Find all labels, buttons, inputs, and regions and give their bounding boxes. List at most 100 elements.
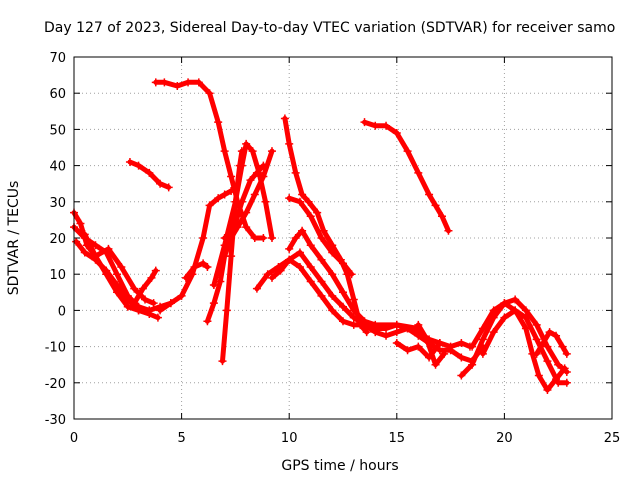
data-point-marker (545, 328, 554, 337)
data-point-marker (511, 306, 520, 315)
data-point-marker (304, 197, 313, 206)
data-point-marker (431, 201, 440, 210)
data-point-marker (280, 114, 289, 123)
data-point-marker (521, 306, 530, 315)
data-point-marker (134, 161, 143, 170)
data-point-marker (76, 219, 85, 228)
chart-title: Day 127 of 2023, Sidereal Day-to-day VTE… (44, 20, 615, 36)
data-point-marker (267, 234, 276, 242)
data-point-marker (80, 230, 89, 239)
data-point-marker (91, 252, 100, 261)
data-point-marker (457, 353, 466, 362)
data-point-marker (141, 295, 150, 304)
data-point-marker (543, 357, 552, 366)
data-point-marker (446, 342, 455, 351)
data-point-marker (500, 313, 509, 322)
data-point-marker (306, 277, 315, 286)
data-point-marker (414, 320, 423, 329)
data-point-marker (209, 281, 218, 290)
data-point-marker (220, 234, 229, 242)
data-point-marker (199, 234, 208, 242)
data-point-marker (313, 208, 322, 217)
data-point-marker (339, 317, 347, 326)
data-point-marker (478, 335, 487, 344)
series-arc-21 (415, 322, 447, 368)
data-point-marker (130, 299, 139, 308)
data-point-marker (205, 201, 214, 210)
data-point-marker (437, 212, 446, 221)
data-point-marker (457, 371, 466, 380)
data-point-marker (222, 306, 231, 315)
data-point-marker (543, 386, 552, 395)
data-point-marker (242, 139, 251, 148)
data-point-marker (248, 147, 257, 156)
data-point-marker (457, 338, 466, 347)
data-point-marker (414, 168, 423, 177)
data-point-marker (229, 226, 238, 235)
data-point-marker (285, 139, 294, 148)
y-tick-label: 10 (49, 268, 66, 283)
data-point-marker (276, 266, 285, 275)
data-point-marker (295, 262, 304, 271)
data-point-marker (558, 342, 567, 351)
data-point-marker (444, 226, 453, 235)
y-tick-label: 30 (49, 196, 66, 211)
data-point-marker (285, 194, 294, 203)
data-point-marker (532, 335, 541, 344)
data-point-marker (218, 357, 227, 366)
y-tick-label: 70 (49, 51, 66, 66)
data-point-marker (267, 147, 276, 156)
data-point-marker (319, 226, 328, 235)
y-axis-label: SDTVAR / TECUs (6, 181, 22, 296)
data-point-marker (220, 147, 229, 156)
data-point-marker (554, 378, 563, 387)
data-point-marker (532, 349, 541, 358)
data-point-marker (130, 284, 139, 293)
y-tick-label: 60 (49, 87, 66, 102)
data-point-marker (267, 273, 276, 282)
data-point-marker (562, 378, 571, 387)
data-point-marker (216, 277, 225, 286)
data-point-marker (123, 291, 132, 300)
data-point-marker (306, 212, 315, 221)
data-point-marker (145, 306, 154, 315)
data-point-marker (237, 197, 246, 206)
x-tick-label: 10 (281, 431, 298, 446)
data-point-marker (521, 313, 530, 322)
data-point-marker (151, 266, 160, 275)
data-point-marker (220, 190, 229, 199)
data-point-marker (246, 176, 255, 185)
data-point-marker (252, 168, 261, 177)
y-tick-label: -30 (45, 413, 66, 428)
data-point-marker (153, 313, 162, 322)
data-point-marker (468, 342, 477, 351)
data-point-marker (295, 248, 304, 257)
data-point-marker (203, 262, 212, 271)
data-point-marker (468, 360, 477, 369)
y-tick-labels: -30 -20 -10 0 10 20 30 40 50 60 70 (45, 51, 66, 428)
data-point-marker (145, 168, 154, 177)
data-point-marker (347, 270, 356, 279)
data-point-marker (209, 299, 218, 308)
series-arc-13 (222, 163, 266, 241)
data-point-marker (339, 288, 347, 297)
series-arc-19 (362, 119, 451, 234)
data-point-marker (242, 223, 251, 232)
data-point-marker (392, 338, 401, 347)
data-point-marker (285, 255, 294, 264)
data-point-marker (478, 349, 487, 358)
data-point-marker (151, 78, 160, 87)
data-point-marker (104, 244, 113, 253)
x-axis-label: GPS time / hours (281, 458, 398, 474)
series-arc-8 (157, 188, 234, 313)
data-point-marker (242, 208, 251, 217)
data-point-marker (259, 161, 268, 170)
data-point-marker (298, 190, 307, 199)
data-point-marker (134, 302, 143, 311)
data-point-marker (554, 360, 563, 369)
data-point-marker (360, 118, 369, 127)
data-point-marker (205, 89, 214, 98)
y-tick-label: 50 (49, 123, 66, 138)
data-point-marker (552, 331, 561, 340)
data-point-marker (534, 371, 543, 380)
